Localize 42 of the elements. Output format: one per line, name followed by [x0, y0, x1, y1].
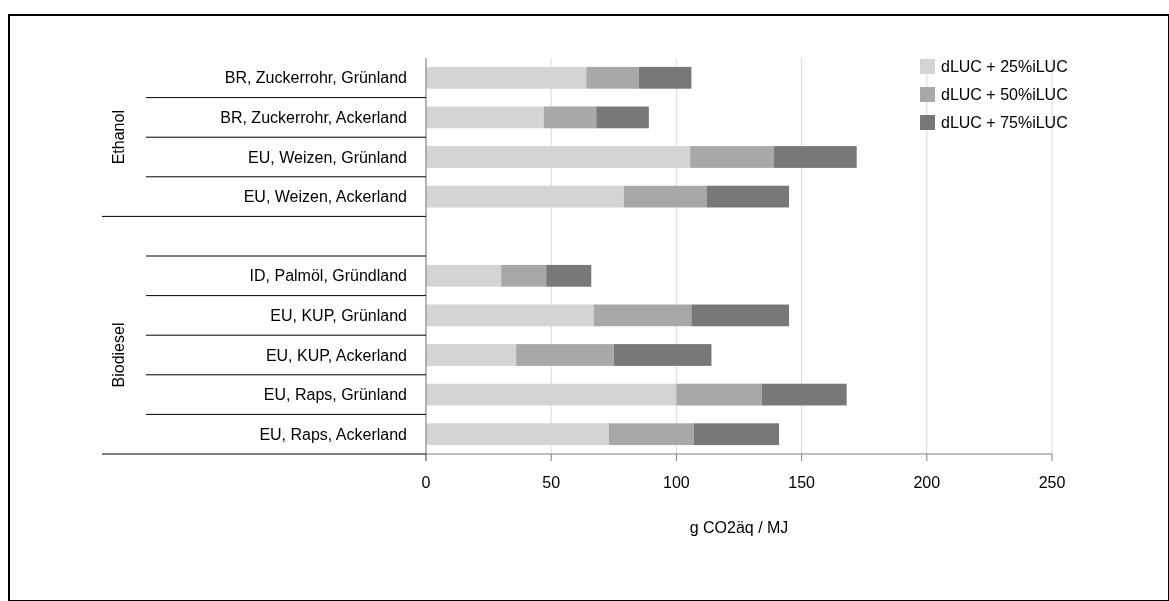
- y-tick-label: EU, Weizen, Ackerland: [243, 188, 407, 206]
- bar: [676, 383, 762, 406]
- bar: [426, 264, 502, 287]
- legend-label: dLUC + 75%iLUC: [941, 113, 1068, 131]
- y-tick-label: ID, Palmöl, Gründland: [249, 267, 407, 285]
- bar: [774, 146, 857, 168]
- y-tick-label: EU, KUP, Grünland: [270, 307, 407, 324]
- text: Ethanol: [110, 110, 127, 165]
- x-tick-label: 200: [913, 474, 941, 491]
- bar: [501, 264, 547, 287]
- x-tick-label: 50: [542, 474, 561, 491]
- bar: [761, 383, 847, 406]
- legend-label: dLUC + 25%iLUC: [941, 57, 1068, 75]
- bar: [546, 264, 592, 287]
- bar: [623, 185, 707, 208]
- x-tick-label: 100: [663, 474, 690, 491]
- bar: [596, 106, 649, 129]
- bar: [690, 146, 775, 168]
- bar: [516, 344, 614, 366]
- bar: [638, 66, 692, 89]
- bar: [586, 66, 639, 89]
- bar: [426, 344, 517, 366]
- bar: [693, 423, 780, 446]
- text: Biodiesel: [110, 322, 127, 388]
- bar: [706, 185, 790, 208]
- bar: [613, 344, 712, 366]
- bar: [543, 106, 597, 129]
- y-tick-label: EU, Raps, Grünland: [263, 386, 407, 404]
- x-tick-label: 250: [1038, 474, 1066, 491]
- bar: [608, 423, 694, 446]
- bar: [691, 304, 790, 327]
- bar: [593, 304, 692, 327]
- y-tick-label: EU, KUP, Ackerland: [265, 346, 407, 364]
- y-tick-label: BR, Zuckerrohr, Ackerland: [220, 109, 407, 126]
- legend-label: dLUC + 50%iLUC: [941, 85, 1068, 103]
- bar: [426, 106, 544, 129]
- x-tick-label: 150: [788, 474, 816, 491]
- x-tick-label: 0: [421, 474, 431, 491]
- y-tick-label: EU, Raps, Ackerland: [259, 425, 407, 443]
- y-tick-label: EU, Weizen, Grünland: [248, 148, 407, 166]
- x-axis-title: g CO2äq / MJ: [689, 519, 789, 536]
- y-tick-label: BR, Zuckerrohr, Grünland: [224, 69, 407, 87]
